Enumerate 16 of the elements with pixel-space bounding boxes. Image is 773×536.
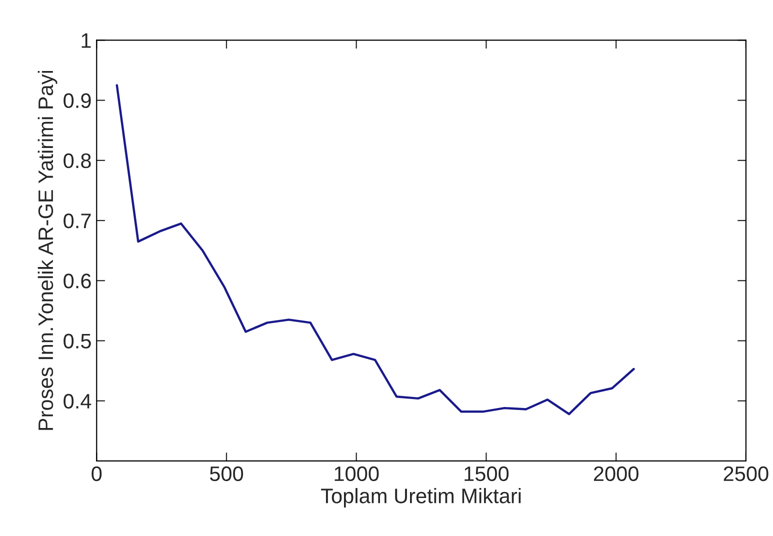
x-tick-label: 1000: [334, 466, 379, 482]
x-tick-label: 2500: [724, 466, 768, 482]
y-tick-label: 0.5: [64, 334, 91, 348]
x-tick-label: 2000: [594, 466, 638, 482]
x-tick-label: 0: [92, 466, 102, 482]
y-tick-label: 0.7: [64, 214, 91, 228]
y-tick-label: 0.8: [64, 153, 91, 168]
y-tick-label: 1: [82, 33, 91, 48]
y-tick-label: 0.4: [64, 394, 92, 409]
x-tick-label: 500: [210, 466, 244, 482]
y-axis-title: Proses Inn.Yonelik AR-GE Yatirimi Payi: [38, 70, 58, 430]
line-series: [116, 84, 635, 416]
y-tick-label: 0.9: [64, 93, 91, 108]
y-tick-label: 0.6: [64, 274, 91, 288]
x-axis-title: Toplam Uretim Miktari: [321, 488, 521, 508]
x-tick-label: 1500: [464, 466, 509, 482]
